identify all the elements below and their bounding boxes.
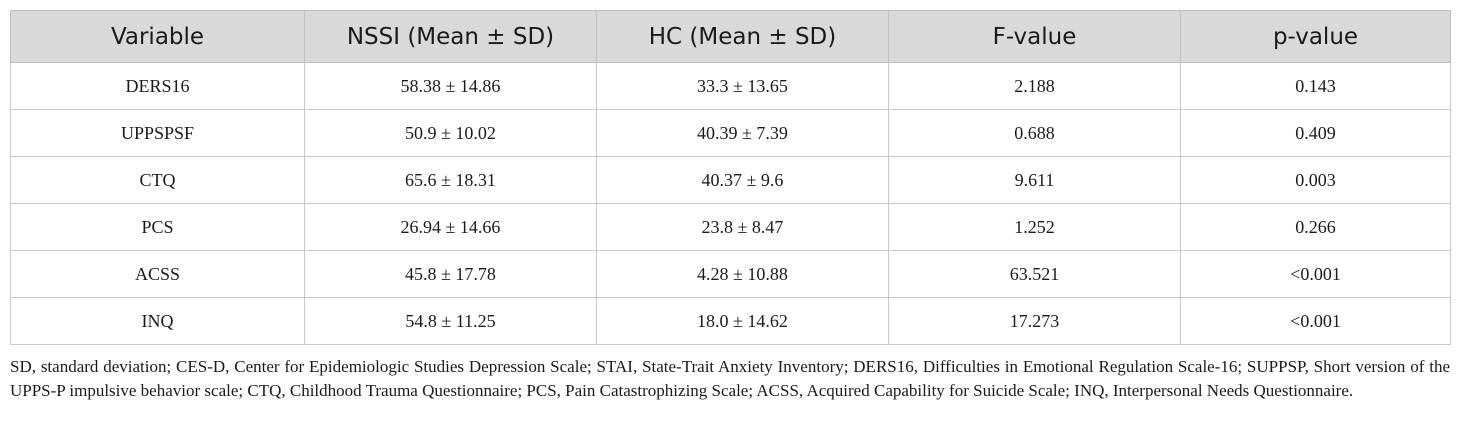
cell-hc: 4.28 ± 10.88 — [596, 250, 889, 298]
header-hc: HC (Mean ± SD) — [596, 10, 889, 63]
cell-variable: INQ — [10, 297, 305, 345]
cell-p-value: 0.409 — [1180, 109, 1451, 157]
header-nssi: NSSI (Mean ± SD) — [304, 10, 597, 63]
cell-nssi: 54.8 ± 11.25 — [304, 297, 597, 345]
cell-p-value: 0.266 — [1180, 203, 1451, 251]
header-row: Variable NSSI (Mean ± SD) HC (Mean ± SD)… — [10, 10, 1451, 63]
table-row: ACSS 45.8 ± 17.78 4.28 ± 10.88 63.521 <0… — [10, 250, 1451, 298]
table-footnote: SD, standard deviation; CES-D, Center fo… — [10, 357, 1450, 400]
table-row: CTQ 65.6 ± 18.31 40.37 ± 9.6 9.611 0.003 — [10, 156, 1451, 204]
cell-f-value: 1.252 — [888, 203, 1181, 251]
cell-p-value: <0.001 — [1180, 250, 1451, 298]
cell-hc: 23.8 ± 8.47 — [596, 203, 889, 251]
table-row: DERS16 58.38 ± 14.86 33.3 ± 13.65 2.188 … — [10, 62, 1451, 110]
cell-variable: UPPSPSF — [10, 109, 305, 157]
cell-hc: 18.0 ± 14.62 — [596, 297, 889, 345]
cell-variable: DERS16 — [10, 62, 305, 110]
cell-hc: 40.39 ± 7.39 — [596, 109, 889, 157]
cell-p-value: 0.003 — [1180, 156, 1451, 204]
results-table-container: Variable NSSI (Mean ± SD) HC (Mean ± SD)… — [10, 10, 1451, 345]
table-body: DERS16 58.38 ± 14.86 33.3 ± 13.65 2.188 … — [10, 62, 1451, 345]
cell-variable: CTQ — [10, 156, 305, 204]
cell-f-value: 9.611 — [888, 156, 1181, 204]
header-variable: Variable — [10, 10, 305, 63]
cell-p-value: <0.001 — [1180, 297, 1451, 345]
results-table: Variable NSSI (Mean ± SD) HC (Mean ± SD)… — [10, 10, 1451, 345]
cell-variable: ACSS — [10, 250, 305, 298]
cell-f-value: 63.521 — [888, 250, 1181, 298]
cell-nssi: 45.8 ± 17.78 — [304, 250, 597, 298]
cell-nssi: 65.6 ± 18.31 — [304, 156, 597, 204]
table-row: INQ 54.8 ± 11.25 18.0 ± 14.62 17.273 <0.… — [10, 297, 1451, 345]
cell-hc: 40.37 ± 9.6 — [596, 156, 889, 204]
cell-nssi: 50.9 ± 10.02 — [304, 109, 597, 157]
table-header: Variable NSSI (Mean ± SD) HC (Mean ± SD)… — [10, 10, 1451, 63]
cell-f-value: 17.273 — [888, 297, 1181, 345]
table-row: UPPSPSF 50.9 ± 10.02 40.39 ± 7.39 0.688 … — [10, 109, 1451, 157]
cell-f-value: 2.188 — [888, 62, 1181, 110]
table-row: PCS 26.94 ± 14.66 23.8 ± 8.47 1.252 0.26… — [10, 203, 1451, 251]
cell-hc: 33.3 ± 13.65 — [596, 62, 889, 110]
cell-f-value: 0.688 — [888, 109, 1181, 157]
cell-nssi: 58.38 ± 14.86 — [304, 62, 597, 110]
header-p-value: p-value — [1180, 10, 1451, 63]
cell-p-value: 0.143 — [1180, 62, 1451, 110]
cell-variable: PCS — [10, 203, 305, 251]
cell-nssi: 26.94 ± 14.66 — [304, 203, 597, 251]
header-f-value: F-value — [888, 10, 1181, 63]
